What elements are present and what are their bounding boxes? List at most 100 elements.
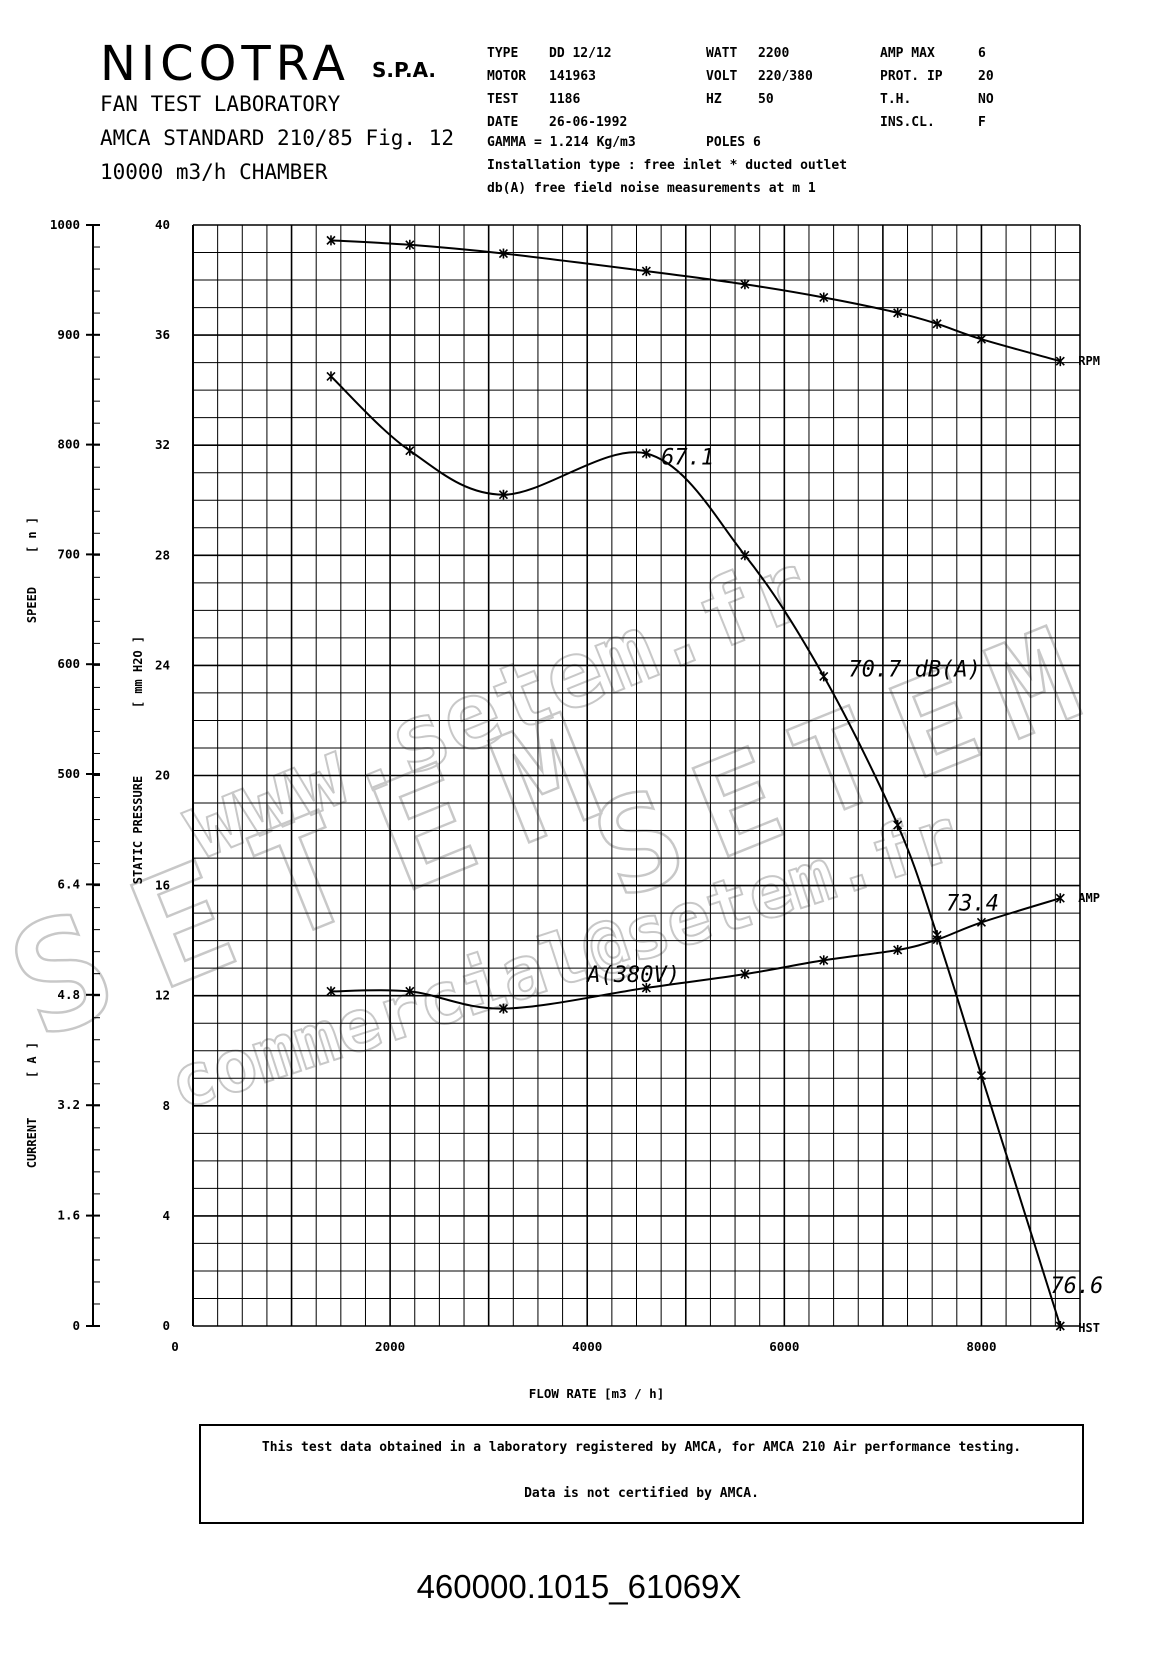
data-point-hst [641, 448, 651, 459]
spec-value: 220/380 [758, 69, 813, 84]
lab-chamber: 10000 m3/h CHAMBER [100, 160, 328, 184]
series-label-rpm: RPM [1078, 354, 1100, 368]
lab-title: FAN TEST LABORATORY [100, 92, 341, 116]
data-point-rpm [893, 307, 903, 318]
pressure-tick-label: 28 [155, 547, 170, 562]
current-tick-label: 4.8 [57, 987, 80, 1002]
document-number: 460000.1015_61069X [416, 1568, 742, 1605]
pressure-tick-label: 4 [162, 1208, 170, 1223]
spec-col3: AMP MAX 6 PROT. IP 20 T.H. NO INS.CL. F [880, 42, 994, 134]
pressure-tick-label: 16 [155, 878, 170, 893]
chart-labels: 67.1 70.7 dB(A) 73.4 A(380V) 76.6 [585, 445, 1103, 1299]
spec-col1: TYPE DD 12/12 MOTOR 141963 TEST 1186 DATE 26… [487, 42, 627, 134]
spec-row: TEST 1186 [487, 88, 627, 111]
data-point-hst [976, 1070, 987, 1081]
company-name: NICOTRA [100, 36, 350, 92]
spec-row: DATE 26-06-1992 [487, 111, 627, 134]
fan-performance-chart: www.setem.frSETEMSETEMcommercial@setem.f… [0, 217, 1126, 1401]
x-tick-label: 8000 [966, 1339, 996, 1354]
series-line-rpm [330, 239, 1061, 363]
pressure-tick-label: 0 [162, 1318, 170, 1333]
spec-poles: POLES 6 [706, 135, 761, 150]
data-point-rpm [932, 318, 942, 329]
spec-label: INS.CL. [880, 115, 935, 130]
pressure-tick-label: 20 [155, 768, 170, 783]
spec-row: VOLT 220/380 [706, 65, 813, 88]
spec-row: TYPE DD 12/12 [487, 42, 627, 65]
spec-label: WATT [706, 46, 738, 61]
spec-value: 20 [978, 69, 994, 84]
x-tick-label: 0 [171, 1339, 179, 1354]
series-line-amp [330, 897, 1061, 1010]
speed-tick-label: 900 [57, 327, 80, 342]
speed-tick-label: 600 [57, 656, 80, 671]
spec-row: WATT 2200 [706, 42, 813, 65]
company-suffix: S.P.A. [372, 58, 437, 82]
x-axis-title: FLOW RATE [m3 / h] [529, 1386, 664, 1401]
spec-label: TEST [487, 92, 519, 107]
spec-label: HZ [706, 92, 722, 107]
spec-value: 2200 [758, 46, 790, 61]
spec-label: MOTOR [487, 69, 527, 84]
data-point-amp [326, 986, 336, 997]
speed-tick-label: 700 [57, 546, 80, 561]
data-point-hst [893, 820, 903, 831]
spec-row: AMP MAX 6 [880, 42, 994, 65]
data-point-amp [976, 917, 987, 928]
annotation-label: 73.4 [946, 891, 999, 916]
pressure-tick-label: 32 [155, 437, 170, 452]
current-tick-label: 6.4 [57, 876, 80, 891]
spec-value: 50 [758, 92, 774, 107]
annotation-label: 70.7 dB(A) [848, 657, 980, 682]
data-point-amp [740, 969, 750, 980]
current-axis-unit: [ A ] [25, 1042, 39, 1078]
spec-noise: db(A) free field noise measurements at m… [487, 181, 816, 196]
spec-value: 141963 [549, 69, 596, 84]
spec-installation: Installation type : free inlet * ducted … [487, 158, 848, 173]
spec-label: T.H. [880, 92, 912, 107]
spec-label: VOLT [706, 69, 738, 84]
data-point-rpm [326, 235, 336, 246]
pressure-axis-title: STATIC PRESSURE [131, 776, 145, 884]
speed-tick-label: 800 [57, 437, 80, 452]
current-tick-label: 1.6 [57, 1208, 80, 1223]
spec-value: DD 12/12 [549, 46, 612, 61]
data-point-amp [498, 1003, 509, 1014]
spec-value: F [978, 115, 986, 130]
x-tick-label: 2000 [375, 1339, 405, 1354]
data-point-rpm [405, 239, 415, 250]
spec-row: HZ 50 [706, 88, 813, 111]
speed-axis-title: SPEED [25, 587, 39, 623]
data-point-rpm [819, 292, 829, 303]
data-point-hst [498, 489, 509, 500]
data-point-hst [740, 550, 750, 561]
spec-gamma: GAMMA = 1.214 Kg/m3 [487, 135, 636, 150]
spec-value: NO [978, 92, 994, 107]
data-point-hst [932, 930, 942, 941]
spec-row: MOTOR 141963 [487, 65, 627, 88]
spec-row: PROT. IP 20 [880, 65, 994, 88]
pressure-tick-label: 8 [162, 1098, 170, 1113]
spec-value: 6 [978, 46, 986, 61]
data-point-amp [819, 955, 829, 966]
data-point-amp [405, 986, 415, 997]
current-tick-label: 0 [72, 1318, 80, 1333]
certification-box: This test data obtained in a laboratory … [199, 1424, 1084, 1524]
current-axis-title: CURRENT [25, 1118, 39, 1169]
pressure-tick-label: 36 [155, 327, 170, 342]
data-point-rpm [740, 279, 750, 290]
speed-axis-unit: [ n ] [25, 517, 39, 553]
pressure-axis-unit: [ mm H2O ] [131, 636, 145, 708]
spec-value: 26-06-1992 [549, 115, 628, 130]
spec-col2: WATT 2200 VOLT 220/380 HZ 50 [706, 42, 813, 111]
current-tick-label: 3.2 [57, 1097, 80, 1112]
chart-grid [192, 224, 1081, 1327]
data-point-amp [641, 982, 651, 993]
chart-series: RPM AMP HST [326, 235, 1100, 1335]
speed-tick-label: 500 [57, 766, 80, 781]
data-point-rpm [976, 334, 987, 345]
data-point-hst [819, 671, 829, 682]
spec-label: AMP MAX [880, 46, 935, 61]
data-point-rpm [1055, 356, 1065, 367]
data-point-hst [405, 445, 415, 456]
